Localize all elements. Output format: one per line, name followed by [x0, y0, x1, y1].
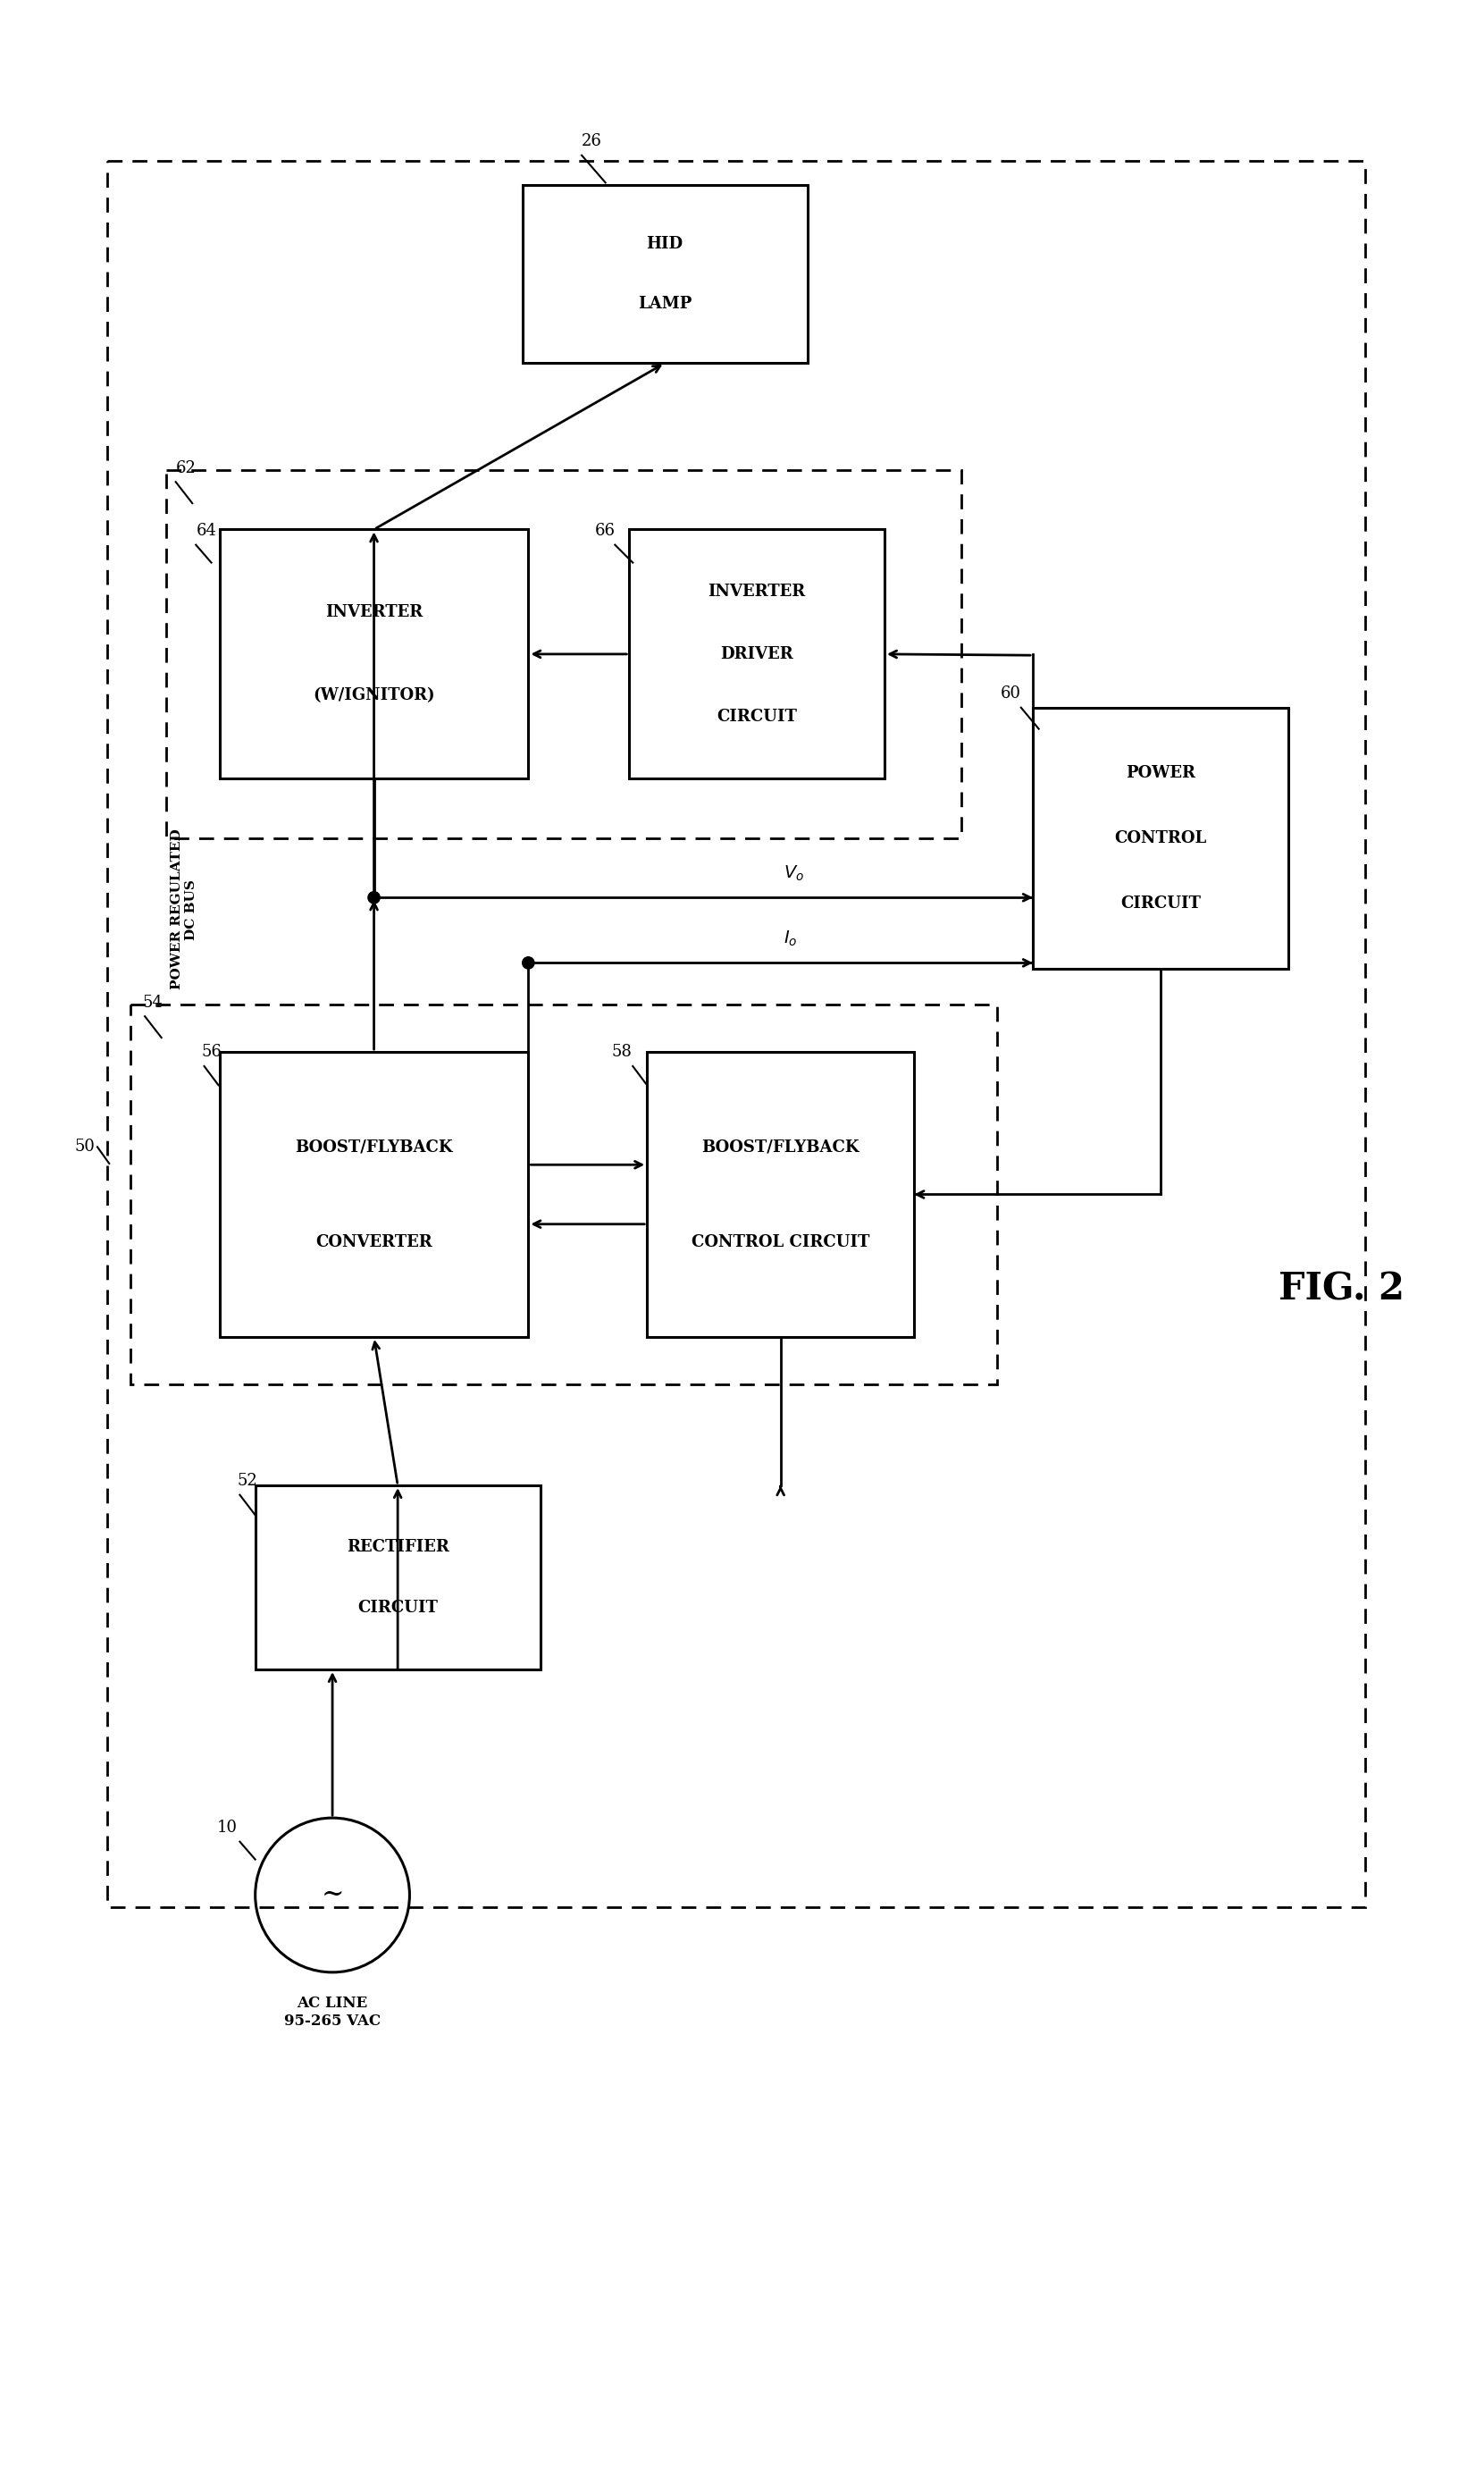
Text: INVERTER: INVERTER [708, 583, 806, 601]
Text: BOOST/FLYBACK: BOOST/FLYBACK [295, 1140, 453, 1154]
Text: ~: ~ [321, 1881, 344, 1908]
Text: CONTROL CIRCUIT: CONTROL CIRCUIT [692, 1234, 870, 1251]
Text: 58: 58 [611, 1043, 632, 1060]
Text: CIRCUIT: CIRCUIT [717, 709, 797, 724]
Circle shape [522, 957, 534, 969]
Text: 62: 62 [175, 460, 196, 477]
Text: CONTROL: CONTROL [1114, 831, 1206, 845]
Text: CIRCUIT: CIRCUIT [358, 1599, 438, 1617]
Bar [131, 1004, 997, 1384]
Text: INVERTER: INVERTER [325, 606, 423, 620]
Text: CONVERTER: CONVERTER [316, 1234, 432, 1251]
Bar [522, 185, 807, 363]
Bar [647, 1053, 914, 1337]
Text: LAMP: LAMP [638, 297, 692, 311]
Text: 52: 52 [237, 1473, 258, 1488]
Bar [166, 470, 962, 838]
Text: 10: 10 [217, 1819, 237, 1837]
Text: 50: 50 [74, 1140, 95, 1154]
Text: DRIVER: DRIVER [720, 645, 794, 662]
Bar [255, 1486, 540, 1669]
Circle shape [368, 892, 380, 902]
Bar [1033, 707, 1288, 969]
Text: FIG. 2: FIG. 2 [1279, 1271, 1404, 1308]
Bar [220, 529, 528, 779]
Text: POWER: POWER [1126, 764, 1195, 781]
Text: $I_o$: $I_o$ [784, 929, 797, 949]
Text: POWER REGULATED
DC BUS: POWER REGULATED DC BUS [171, 828, 197, 989]
Text: RECTIFIER: RECTIFIER [346, 1538, 450, 1555]
Text: BOOST/FLYBACK: BOOST/FLYBACK [702, 1140, 859, 1154]
Bar [629, 529, 884, 779]
Text: $V_o$: $V_o$ [784, 865, 804, 883]
Text: CIRCUIT: CIRCUIT [1120, 895, 1201, 912]
Bar [220, 1053, 528, 1337]
Text: AC LINE
95-265 VAC: AC LINE 95-265 VAC [283, 1995, 381, 2030]
Text: 64: 64 [196, 522, 217, 539]
Text: HID: HID [647, 237, 683, 252]
Text: 26: 26 [582, 133, 603, 148]
Text: 60: 60 [1000, 685, 1021, 702]
Bar [107, 161, 1365, 1906]
Text: (W/IGNITOR): (W/IGNITOR) [313, 687, 435, 705]
Text: 54: 54 [142, 994, 163, 1011]
Text: 56: 56 [202, 1043, 223, 1060]
Text: 66: 66 [595, 522, 614, 539]
